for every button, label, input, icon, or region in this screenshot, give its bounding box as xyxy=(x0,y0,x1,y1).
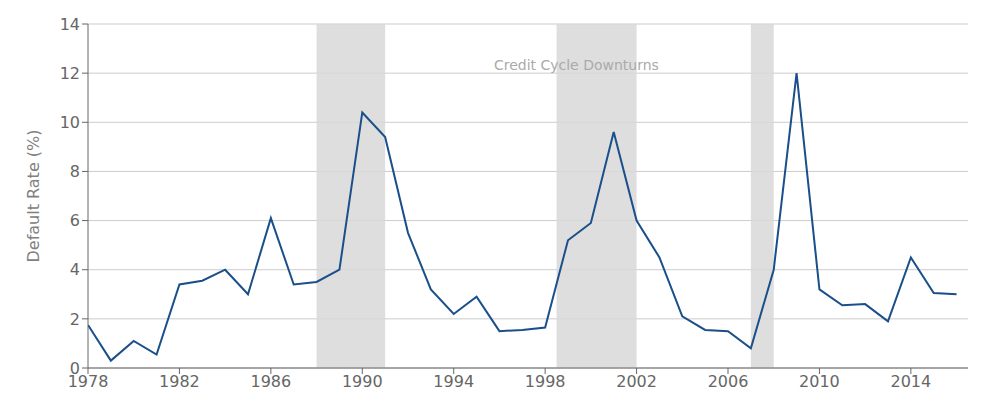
svg-text:1986: 1986 xyxy=(250,372,291,391)
svg-text:2010: 2010 xyxy=(799,372,840,391)
svg-text:Default Rate (%): Default Rate (%) xyxy=(24,129,43,262)
svg-text:1998: 1998 xyxy=(525,372,566,391)
svg-text:6: 6 xyxy=(70,211,80,230)
svg-text:0: 0 xyxy=(70,359,80,378)
svg-text:2006: 2006 xyxy=(708,372,749,391)
svg-text:12: 12 xyxy=(60,64,80,83)
svg-text:Credit Cycle Downturns: Credit Cycle Downturns xyxy=(494,57,659,73)
svg-text:2014: 2014 xyxy=(890,372,931,391)
svg-text:1994: 1994 xyxy=(433,372,474,391)
svg-text:1982: 1982 xyxy=(159,372,200,391)
svg-text:10: 10 xyxy=(60,113,80,132)
svg-text:4: 4 xyxy=(70,260,80,279)
svg-text:2: 2 xyxy=(70,310,80,329)
svg-text:1990: 1990 xyxy=(342,372,383,391)
svg-text:8: 8 xyxy=(70,162,80,181)
svg-text:2002: 2002 xyxy=(616,372,657,391)
svg-text:1978: 1978 xyxy=(67,372,109,392)
svg-text:14: 14 xyxy=(60,15,80,34)
